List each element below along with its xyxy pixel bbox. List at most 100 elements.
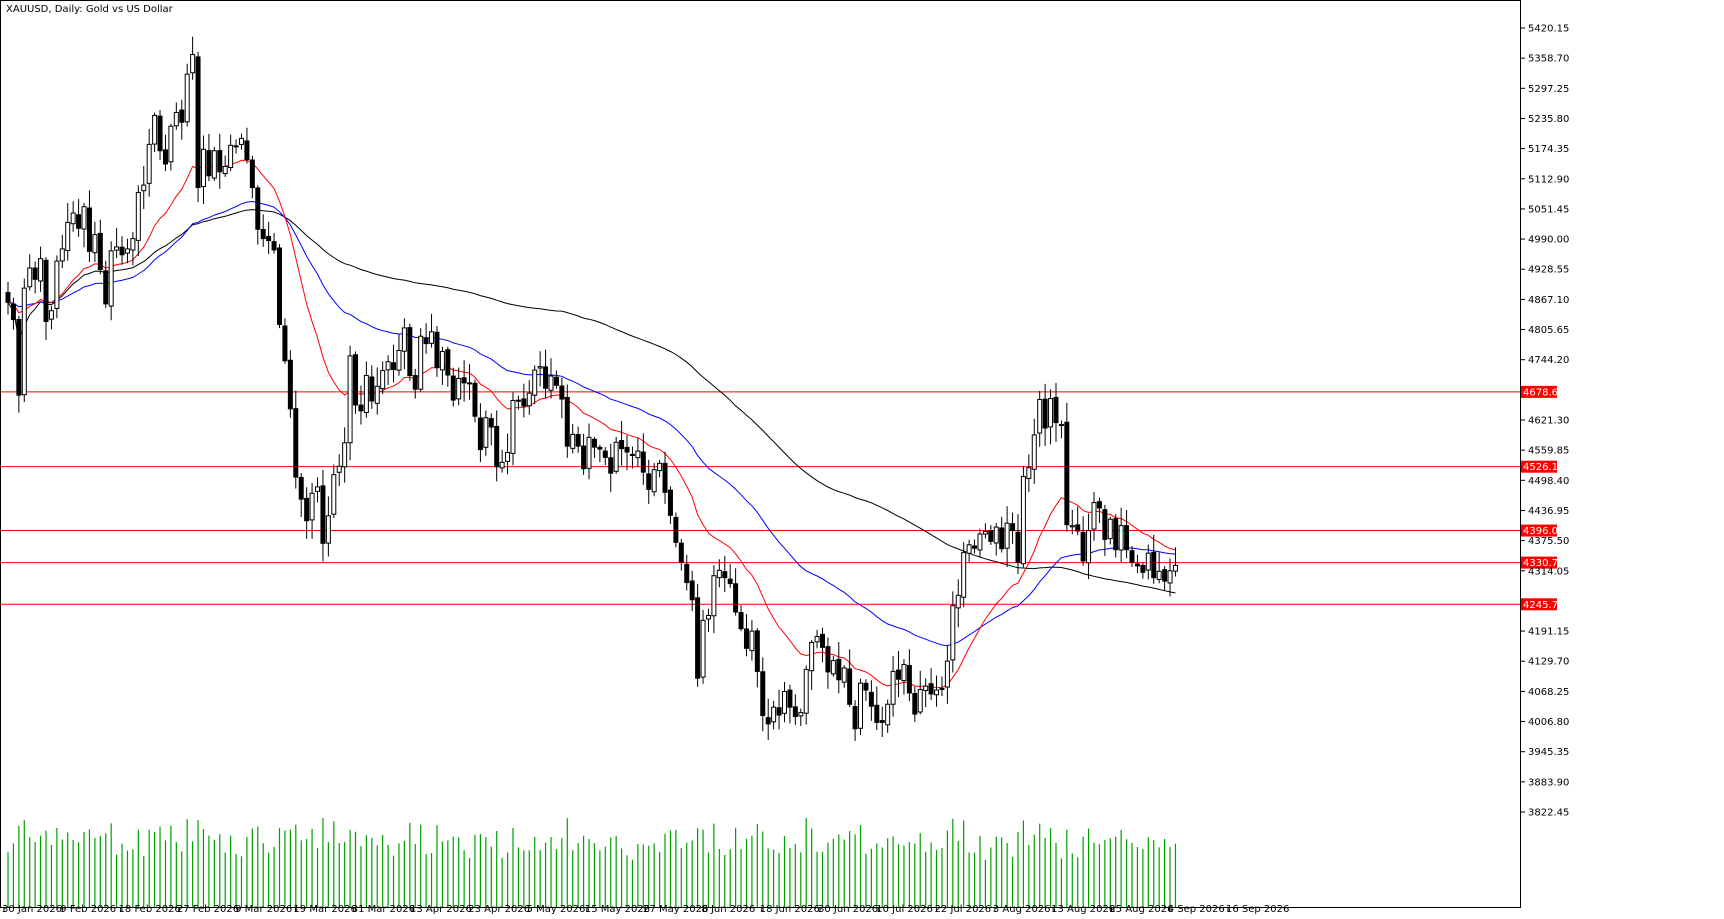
candle-bear-body: [619, 440, 625, 450]
candle: [396, 333, 402, 376]
candle-bull-body: [570, 433, 576, 449]
candle: [353, 351, 359, 414]
candle-bull-body: [336, 465, 342, 473]
candle-bull-body: [168, 125, 174, 163]
level-label-box: [1521, 385, 1557, 398]
candle-bull-body: [1107, 518, 1113, 540]
candle: [912, 686, 918, 722]
candle: [407, 323, 413, 381]
candle: [765, 698, 771, 741]
candle-bull-body: [771, 706, 777, 723]
candle-bear-body: [787, 689, 793, 708]
candle-bear-body: [477, 417, 483, 451]
candle-bull-body: [955, 594, 961, 609]
candle-bull-body: [586, 436, 592, 469]
candle-bear-body: [217, 150, 223, 173]
candle-bear-body: [5, 292, 11, 303]
candle: [10, 297, 16, 330]
candle: [591, 436, 597, 458]
candle: [1031, 418, 1037, 484]
candle: [700, 609, 706, 684]
candle-bear-body: [244, 140, 250, 161]
time-tick-label: 27 May 2026: [643, 904, 708, 915]
time-tick-label: 13 Apr 2026: [410, 904, 472, 915]
candle-bull-body: [38, 258, 44, 282]
candle-bear-body: [825, 646, 831, 673]
candle-bull-body: [961, 552, 967, 598]
candle-bear-body: [581, 445, 587, 470]
candle-bull-body: [548, 375, 554, 391]
candle-bear-body: [434, 331, 440, 369]
candle-bear-body: [847, 668, 853, 705]
candle: [613, 436, 619, 474]
candle: [657, 459, 663, 478]
candle-bear-body: [765, 717, 771, 725]
candle: [754, 628, 760, 688]
candle: [684, 554, 690, 591]
candle: [923, 678, 929, 708]
candle-bull-body: [705, 614, 711, 620]
candle: [608, 443, 614, 493]
candle-bear-body: [722, 571, 728, 579]
candle-bull-body: [1086, 530, 1092, 564]
candle-bull-body: [814, 636, 820, 643]
candle-bear-body: [684, 563, 690, 584]
time-tick-label: 15 May 2026: [585, 904, 650, 915]
candle-bear-body: [695, 597, 701, 679]
candle: [705, 608, 711, 632]
candle: [1004, 506, 1010, 568]
candle: [374, 367, 380, 415]
candle-bull-body: [483, 417, 489, 448]
price-tick-label: 4436.95: [1528, 506, 1569, 517]
price-tick-label: 4867.10: [1528, 295, 1569, 306]
candle: [244, 127, 250, 164]
price-tick-label: 4805.65: [1528, 325, 1569, 336]
candle: [619, 421, 625, 466]
candle-bear-body: [320, 485, 326, 544]
price-tick-label: 4498.40: [1528, 476, 1569, 487]
candle: [689, 570, 695, 612]
candle: [488, 413, 494, 446]
candle: [749, 620, 755, 661]
candle: [1010, 512, 1016, 544]
level-label: 4245.73: [1523, 600, 1564, 611]
candle-bear-body: [776, 707, 782, 716]
candle: [988, 525, 994, 546]
candle: [206, 133, 212, 182]
candle-bear-body: [1010, 523, 1016, 532]
candle-bear-body: [1162, 569, 1168, 582]
candle: [1129, 546, 1135, 567]
candle: [944, 645, 950, 704]
candle: [1042, 383, 1048, 447]
chart-title: XAUUSD, Daily: Gold vs US Dollar: [6, 4, 174, 15]
time-tick-label: 19 Mar 2026: [293, 904, 356, 915]
candle: [1151, 534, 1157, 584]
volume-bars: [7, 817, 1177, 907]
candle: [76, 199, 82, 237]
candle-bull-body: [613, 441, 619, 472]
candle: [119, 236, 125, 265]
candle-bear-body: [488, 418, 494, 428]
price-tick-label: 4990.00: [1528, 235, 1569, 246]
candle-bull-body: [1091, 502, 1097, 530]
candle: [54, 255, 60, 319]
time-tick-label: 18 Feb 2026: [119, 904, 181, 915]
candle-bear-body: [391, 362, 397, 371]
candle-bear-body: [450, 375, 456, 401]
candle-bear-body: [836, 658, 842, 681]
candle-bear-body: [287, 359, 293, 410]
candle-bull-body: [48, 310, 54, 320]
candle-bear-body: [543, 366, 549, 389]
candle-bull-body: [711, 575, 717, 617]
candle: [1064, 402, 1070, 532]
candle: [733, 568, 739, 616]
candle: [380, 361, 386, 395]
candle-bull-body: [966, 544, 972, 554]
candle: [222, 155, 228, 177]
candle: [363, 361, 369, 418]
candle-bull-body: [858, 682, 864, 729]
candle-bear-body: [553, 376, 559, 386]
candle-bull-body: [135, 191, 141, 241]
